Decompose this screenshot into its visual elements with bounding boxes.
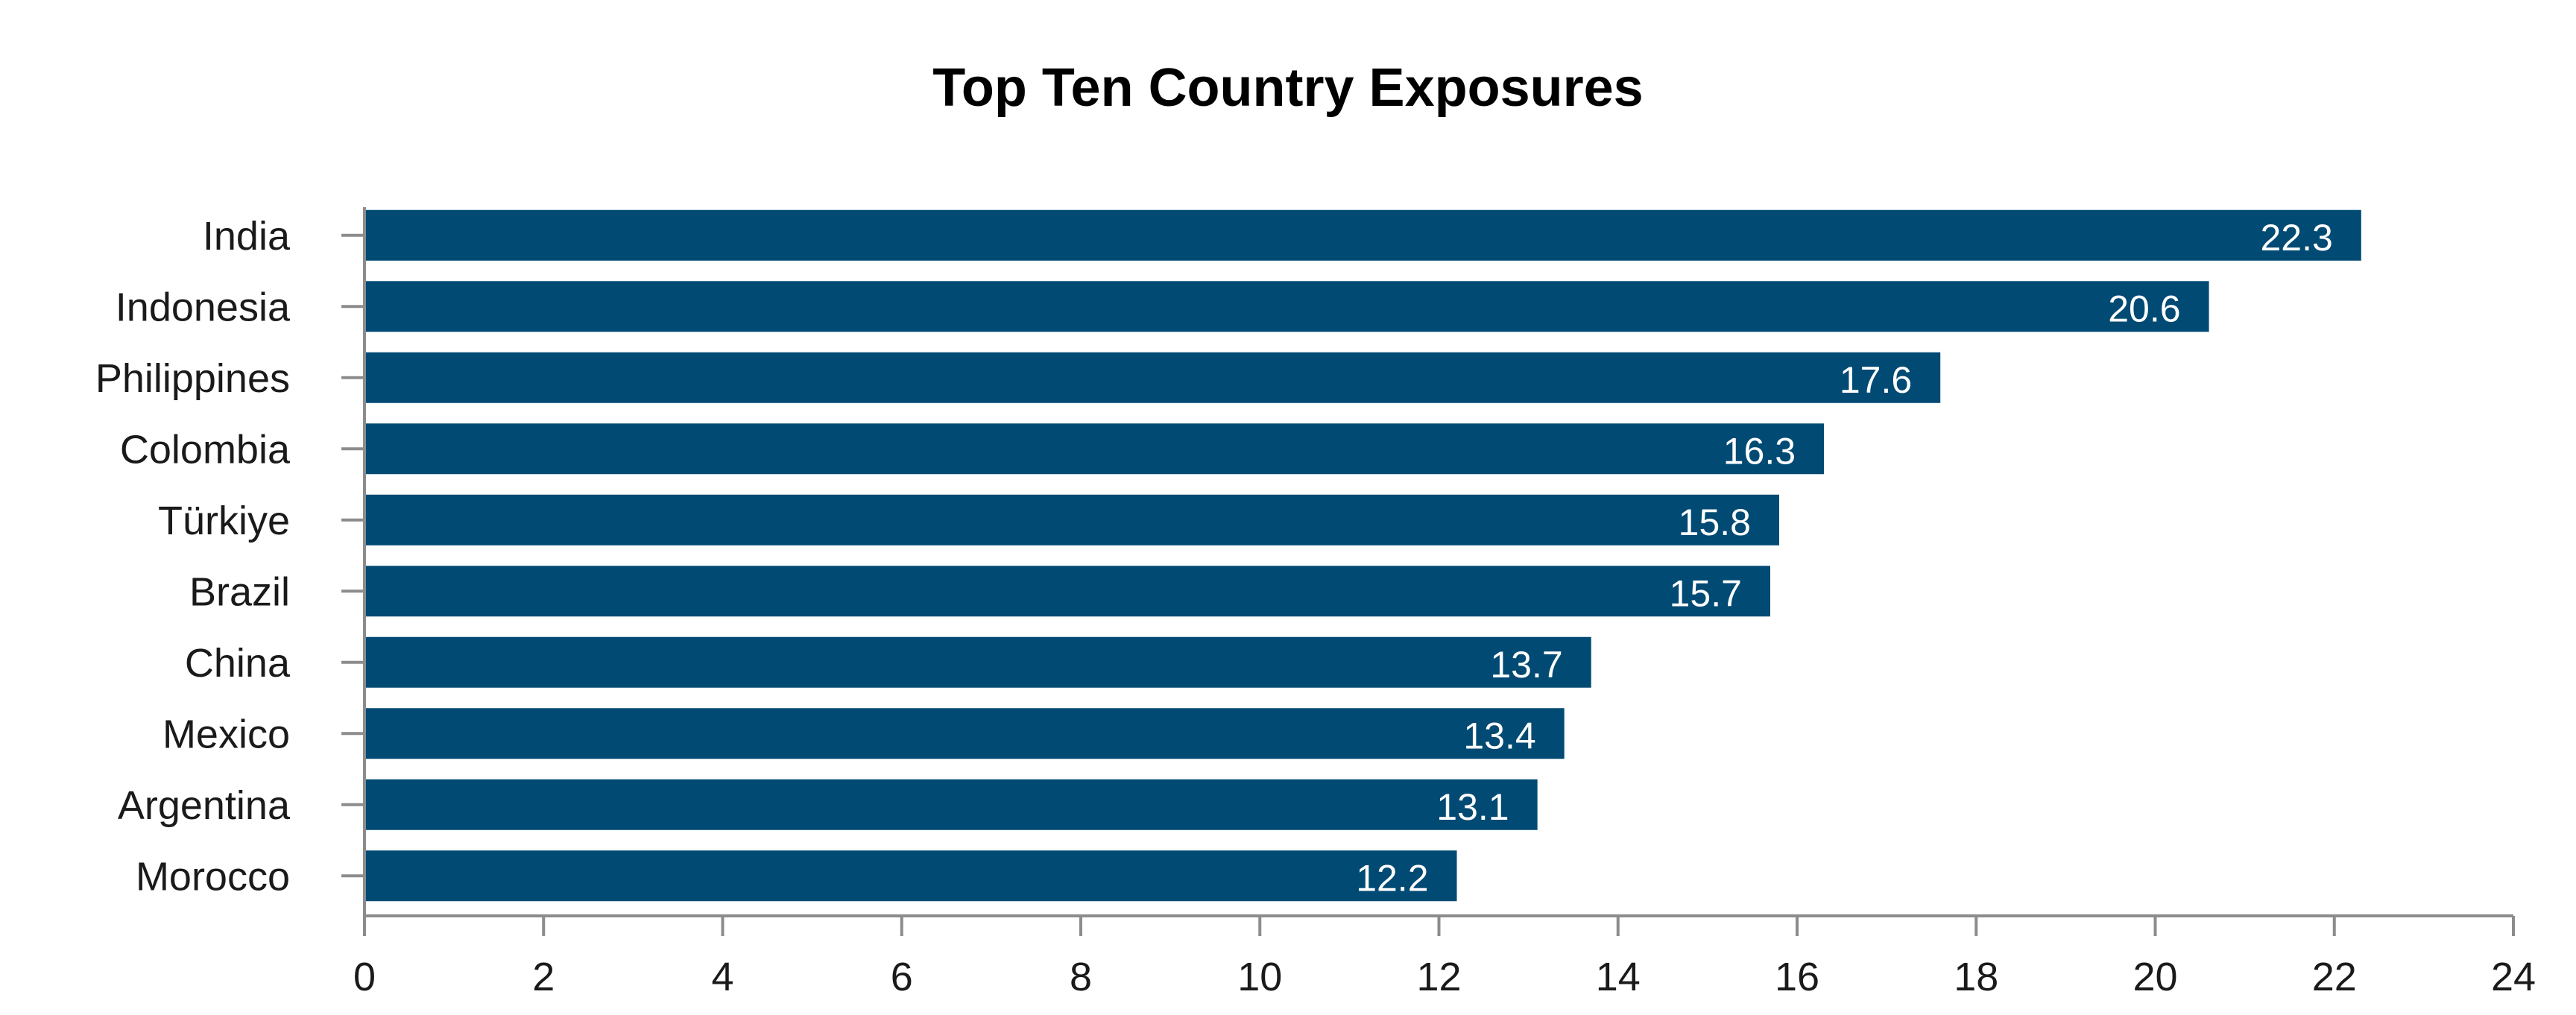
data-label-3: 16.3 [1723, 430, 1796, 472]
x-tick-label-11: 22 [2312, 955, 2357, 999]
data-label-0: 22.3 [2260, 217, 2332, 259]
data-label-9: 12.2 [1356, 857, 1428, 899]
category-label-1: Indonesia [116, 285, 291, 329]
x-tick-label-3: 6 [891, 955, 913, 999]
bar-8 [364, 779, 1538, 830]
bar-2 [364, 352, 1941, 403]
data-label-1: 20.6 [2108, 288, 2180, 329]
x-tick-label-1: 2 [532, 955, 555, 999]
bar-4 [364, 494, 1779, 546]
bar-7 [364, 708, 1565, 759]
data-label-2: 17.6 [1840, 359, 1912, 401]
x-tick-label-2: 4 [711, 955, 733, 999]
category-label-0: India [203, 214, 291, 259]
x-tick-label-12: 24 [2491, 955, 2536, 999]
chart-title: Top Ten Country Exposures [932, 58, 1643, 118]
data-label-8: 13.1 [1436, 786, 1509, 828]
category-label-8: Argentina [118, 783, 291, 828]
x-tick-label-9: 18 [1954, 955, 1998, 999]
x-tick-label-4: 8 [1070, 955, 1092, 999]
x-tick-label-8: 16 [1775, 955, 1819, 999]
bar-5 [364, 566, 1770, 617]
category-label-2: Philippines [95, 356, 290, 401]
x-tick-label-0: 0 [353, 955, 376, 999]
data-label-5: 15.7 [1670, 572, 1742, 614]
axes-layer: India Indonesia Philippines Colombia Türkiye… [95, 207, 2536, 999]
x-tick-label-7: 14 [1596, 955, 1641, 999]
bars-layer: 22.3 20.6 17.6 16.3 15.8 15.7 13.7 13.4 13.112.2 [364, 209, 2361, 902]
category-label-5: Brazil [189, 569, 290, 614]
bar-0 [364, 209, 2361, 261]
data-label-7: 13.4 [1463, 715, 1535, 756]
x-tick-label-10: 20 [2133, 955, 2177, 999]
category-label-6: China [185, 641, 291, 686]
bar-6 [364, 636, 1591, 688]
category-label-7: Mexico [162, 712, 290, 756]
category-label-4: Türkiye [158, 499, 290, 543]
category-label-9: Morocco [136, 854, 290, 899]
data-label-4: 15.8 [1679, 502, 1751, 543]
x-tick-label-6: 12 [1416, 955, 1461, 999]
category-label-3: Colombia [120, 427, 291, 472]
bar-3 [364, 423, 1825, 475]
bar-1 [364, 281, 2209, 332]
data-label-6: 13.7 [1490, 644, 1562, 686]
bar-9 [364, 850, 1457, 902]
x-tick-label-5: 10 [1237, 955, 1282, 999]
